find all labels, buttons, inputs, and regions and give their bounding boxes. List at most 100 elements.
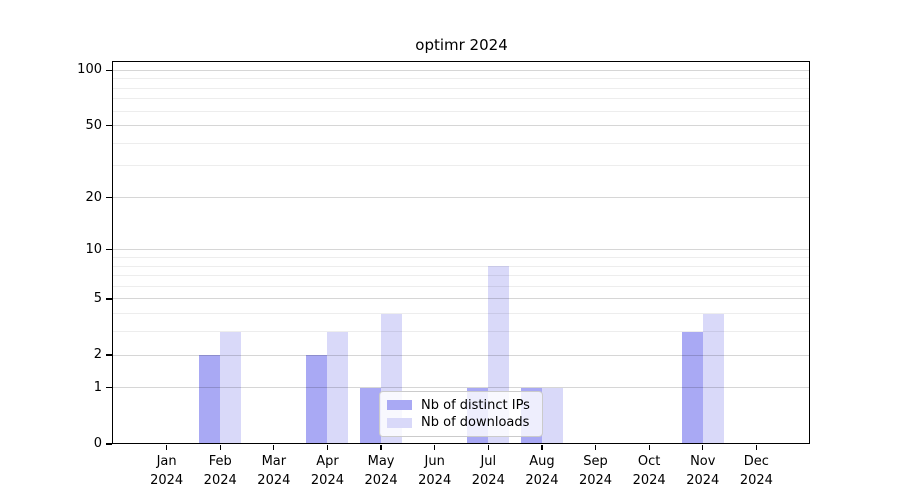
x-tick-label-jun: Jun 2024	[402, 453, 468, 490]
major-gridline	[113, 354, 810, 356]
x-tick-month: Feb	[208, 454, 232, 469]
y-tick-mark	[106, 69, 112, 71]
x-tick-mark	[594, 445, 597, 450]
major-gridline	[113, 69, 810, 71]
x-tick-month: Apr	[316, 454, 339, 469]
x-tick-mark	[487, 445, 489, 450]
y-tick-label: 2	[93, 347, 102, 363]
major-gridline	[113, 197, 810, 199]
legend-label-downloads: Nb of downloads	[421, 415, 530, 431]
x-tick-year: 2024	[150, 472, 184, 488]
x-tick-month: Oct	[637, 454, 661, 469]
x-tick-label-mar: Mar 2024	[241, 453, 307, 490]
x-tick-mark	[380, 445, 382, 450]
legend: Nb of distinct IPs Nb of downloads	[379, 391, 543, 437]
x-tick-mark	[273, 445, 275, 450]
x-tick-label-sep: Sep 2024	[563, 453, 629, 490]
x-tick-year: 2024	[632, 472, 666, 488]
y-tick-label: 10	[85, 241, 102, 257]
legend-item-downloads: Nb of downloads	[387, 415, 534, 430]
x-tick-label-feb: Feb 2024	[187, 453, 253, 490]
minor-gridline	[113, 110, 810, 112]
major-gridline	[113, 249, 810, 251]
bar-distinct-ips-nov	[681, 331, 703, 444]
x-tick-mark	[702, 445, 704, 450]
minor-gridline	[113, 257, 810, 259]
legend-swatch-distinct-ips-icon	[387, 400, 412, 411]
x-tick-year: 2024	[471, 472, 505, 488]
chart-title: optimr 2024	[415, 36, 508, 54]
x-tick-mark	[326, 445, 329, 450]
x-tick-mark	[648, 445, 650, 450]
bar-distinct-ips-may	[360, 387, 382, 444]
legend-swatch-downloads-icon	[387, 417, 412, 428]
x-tick-year: 2024	[418, 472, 452, 488]
bar-downloads-feb	[220, 331, 242, 444]
y-tick-mark	[106, 249, 112, 251]
bar-downloads-aug	[541, 387, 563, 444]
x-tick-mark	[755, 445, 757, 450]
y-tick-mark	[106, 387, 112, 389]
x-tick-label-jan: Jan 2024	[134, 453, 200, 490]
legend-item-distinct-ips: Nb of distinct IPs	[387, 398, 534, 413]
x-tick-month: Aug	[529, 454, 555, 469]
x-tick-month: Mar	[261, 454, 287, 469]
x-tick-label-dec: Dec 2024	[723, 453, 789, 490]
y-tick-mark	[106, 298, 112, 300]
bar-distinct-ips-feb	[199, 355, 221, 444]
x-tick-year: 2024	[310, 472, 344, 488]
x-tick-month: Jul	[480, 454, 497, 469]
minor-gridline	[113, 142, 810, 144]
minor-gridline	[113, 313, 810, 315]
x-tick-year: 2024	[257, 472, 291, 488]
bar-downloads-nov	[702, 313, 724, 444]
x-tick-year: 2024	[739, 472, 773, 488]
y-tick-label: 50	[85, 117, 102, 133]
x-tick-mark	[434, 445, 436, 450]
x-tick-year: 2024	[686, 472, 720, 488]
x-tick-mark	[541, 445, 543, 450]
x-tick-year: 2024	[578, 472, 613, 488]
y-tick-label: 0	[93, 436, 102, 451]
y-tick-label: 100	[77, 62, 102, 78]
x-tick-month: Sep	[583, 454, 608, 469]
x-tick-month: Jun	[424, 454, 445, 469]
y-tick-mark	[106, 443, 112, 445]
major-gridline	[113, 125, 810, 127]
minor-gridline	[113, 165, 810, 167]
x-tick-year: 2024	[525, 472, 559, 488]
minor-gridline	[113, 98, 810, 100]
x-tick-label-aug: Aug 2024	[509, 453, 575, 490]
minor-gridline	[113, 78, 810, 80]
x-tick-label-apr: Apr 2024	[294, 453, 360, 490]
x-tick-year: 2024	[364, 472, 398, 488]
y-tick-mark	[106, 125, 112, 127]
minor-gridline	[113, 87, 810, 89]
x-tick-month: Jan	[156, 454, 177, 469]
minor-gridline	[113, 285, 810, 287]
plot-border	[111, 60, 810, 444]
x-tick-year: 2024	[203, 472, 237, 488]
x-tick-month: May	[367, 454, 395, 469]
x-tick-label-may: May 2024	[348, 453, 414, 490]
y-tick-mark	[106, 354, 112, 356]
minor-gridline	[113, 275, 810, 277]
y-tick-label: 5	[93, 290, 102, 306]
x-tick-month: Dec	[743, 454, 769, 469]
bar-downloads-apr	[327, 331, 349, 444]
x-tick-label-oct: Oct 2024	[616, 453, 682, 490]
y-tick-label: 1	[93, 379, 102, 395]
bar-distinct-ips-apr	[306, 355, 328, 444]
y-tick-label: 20	[85, 189, 102, 205]
x-tick-label-jul: Jul 2024	[455, 453, 521, 490]
x-tick-label-nov: Nov 2024	[670, 453, 736, 490]
major-gridline	[113, 387, 810, 389]
minor-gridline	[113, 265, 810, 267]
y-tick-mark	[106, 196, 112, 199]
x-tick-month: Nov	[690, 454, 716, 469]
minor-gridline	[113, 331, 810, 333]
x-tick-mark	[219, 445, 221, 450]
major-gridline	[113, 298, 810, 300]
legend-label-distinct-ips: Nb of distinct IPs	[421, 397, 530, 413]
